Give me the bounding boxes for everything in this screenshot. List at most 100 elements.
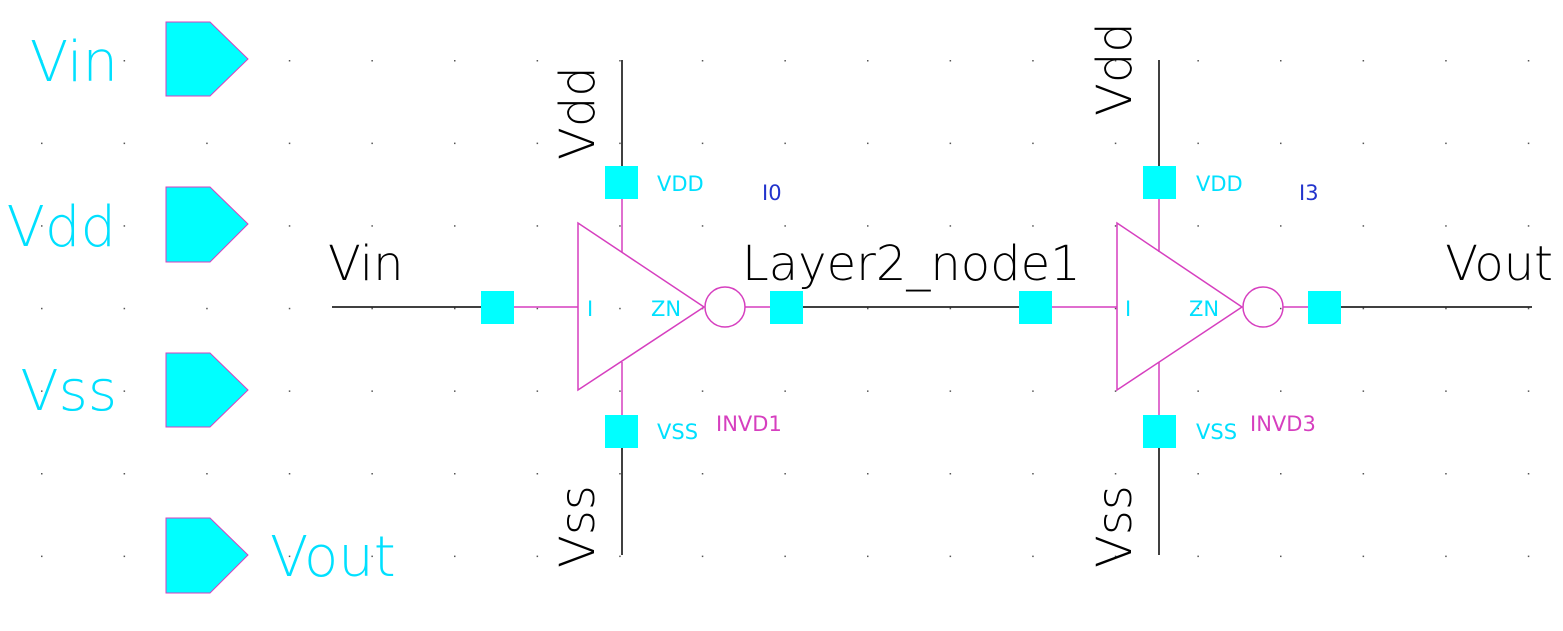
- pin-vdd-label: Vdd: [7, 195, 116, 260]
- grid-dot: [1032, 390, 1034, 392]
- grid-dot: [1114, 473, 1117, 475]
- grid-dot: [949, 307, 952, 310]
- net-label-vdd-2: Vdd: [1087, 22, 1143, 116]
- grid-dot: [1197, 60, 1199, 62]
- connector-out[interactable]: [770, 291, 803, 324]
- grid-dot: [41, 225, 43, 227]
- grid-dot: [288, 307, 291, 310]
- grid-dot: [701, 555, 704, 558]
- pin-name-out: ZN: [651, 297, 681, 321]
- inverter-i3[interactable]: I ZN VDD VSS I3 INVD3: [1019, 166, 1341, 448]
- grid-dot: [701, 473, 704, 475]
- grid-dot: [1445, 60, 1447, 62]
- grid-dot: [206, 473, 208, 475]
- grid-dot: [371, 390, 373, 392]
- grid-dot: [41, 307, 43, 310]
- grid-dot: [1280, 390, 1282, 392]
- grid-dot: [371, 473, 373, 475]
- grid-dot: [867, 307, 869, 310]
- input-pin-icon[interactable]: [165, 21, 249, 97]
- grid-dot: [1197, 142, 1199, 145]
- grid-dot: [701, 142, 704, 145]
- grid-dot: [1114, 390, 1117, 392]
- connector-vdd[interactable]: [605, 166, 638, 199]
- cell-name: INVD3: [1250, 412, 1316, 436]
- net-label-vss-2: Vss: [1087, 485, 1143, 568]
- grid-dot: [1362, 225, 1365, 227]
- grid-dot: [949, 555, 952, 558]
- grid-dot: [41, 60, 43, 62]
- grid-dot: [1527, 307, 1530, 310]
- grid-dot: [949, 473, 952, 475]
- grid-dot: [949, 142, 952, 145]
- grid-dot: [1445, 307, 1447, 310]
- grid-dot: [454, 555, 456, 558]
- pin-name-vdd: VDD: [1196, 172, 1243, 196]
- grid-dot: [1114, 60, 1117, 62]
- grid-dot: [1197, 555, 1199, 558]
- net-label-vdd-1: Vdd: [550, 66, 606, 160]
- grid-dot: [1527, 60, 1530, 62]
- grid-dot: [41, 390, 43, 392]
- pin-name-out: ZN: [1189, 297, 1219, 321]
- grid-dot: [619, 142, 621, 145]
- grid-dot: [1527, 390, 1530, 392]
- pin-vout[interactable]: Vout: [165, 517, 396, 594]
- grid-dot: [536, 555, 539, 558]
- grid-dot: [536, 60, 539, 62]
- pin-name-vdd: VDD: [657, 172, 704, 196]
- grid-dot: [123, 225, 126, 227]
- grid-dot: [1032, 555, 1034, 558]
- pin-vdd[interactable]: Vdd: [7, 186, 249, 263]
- grid-dot: [536, 307, 539, 310]
- grid-dot: [949, 390, 952, 392]
- input-pin-icon[interactable]: [165, 352, 249, 428]
- grid-dot: [1527, 555, 1530, 558]
- grid-dot: [41, 555, 43, 558]
- pin-vin[interactable]: Vin: [30, 21, 249, 97]
- instance-name: I3: [1299, 181, 1319, 205]
- grid-dot: [454, 307, 456, 310]
- grid-dot: [206, 142, 208, 145]
- grid-dot: [536, 225, 539, 227]
- grid-dot: [1114, 307, 1117, 310]
- grid-dot: [1445, 473, 1447, 475]
- grid-dot: [1114, 142, 1117, 145]
- grid-dot: [288, 142, 291, 145]
- pin-vss-label: Vss: [20, 359, 117, 424]
- connector-vss[interactable]: [1143, 415, 1176, 448]
- grid-dot: [454, 60, 456, 62]
- connector-in[interactable]: [1019, 291, 1052, 324]
- output-pin-icon[interactable]: [165, 517, 249, 594]
- connector-vss[interactable]: [605, 415, 638, 448]
- grid-dot: [454, 473, 456, 475]
- inverter-i0[interactable]: I ZN VDD VSS I0 INVD1: [481, 166, 803, 448]
- grid-dot: [288, 225, 291, 227]
- inverter-triangle-icon: [577, 221, 706, 392]
- connector-vdd[interactable]: [1143, 166, 1176, 199]
- input-pin-icon[interactable]: [165, 186, 249, 263]
- grid-dot: [1362, 307, 1365, 310]
- inversion-bubble-icon: [704, 286, 746, 328]
- grid-dot: [619, 390, 621, 392]
- pin-vin-label: Vin: [30, 30, 118, 95]
- grid-dot: [867, 473, 869, 475]
- pin-vss[interactable]: Vss: [20, 352, 249, 428]
- connector-in[interactable]: [481, 291, 514, 324]
- grid-dot: [784, 555, 786, 558]
- grid-dot: [1362, 60, 1365, 62]
- grid-dot: [1362, 555, 1365, 558]
- grid-dot: [1280, 555, 1282, 558]
- pin-vout-label: Vout: [270, 525, 396, 590]
- grid-dot: [1197, 307, 1199, 310]
- grid-dot: [1527, 225, 1530, 227]
- grid-dot: [454, 225, 456, 227]
- grid-dot: [371, 225, 373, 227]
- connector-out[interactable]: [1308, 291, 1341, 324]
- grid-dot: [1032, 225, 1034, 227]
- grid-dot: [1527, 473, 1530, 475]
- grid-dot: [288, 555, 291, 558]
- grid-dot: [454, 390, 456, 392]
- grid-dot: [371, 307, 373, 310]
